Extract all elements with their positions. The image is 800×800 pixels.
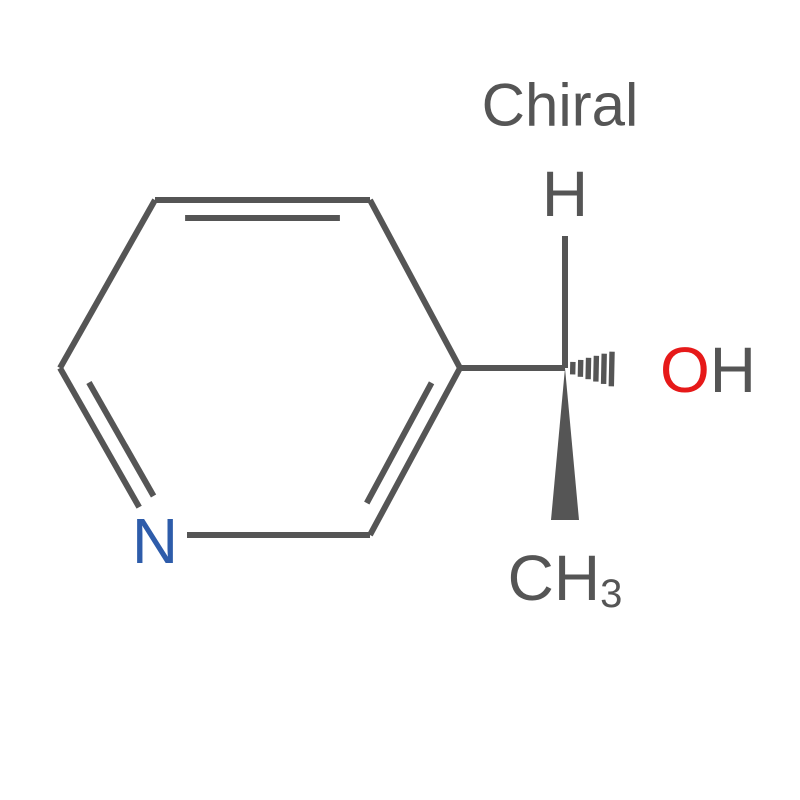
chiral-label: Chiral xyxy=(482,72,639,139)
hydrogen-label: H xyxy=(542,158,588,230)
nitrogen-label: N xyxy=(132,505,178,577)
hydroxyl-label: OH xyxy=(660,334,756,406)
molecule-diagram: ChiralHOHCH3N xyxy=(0,0,800,800)
